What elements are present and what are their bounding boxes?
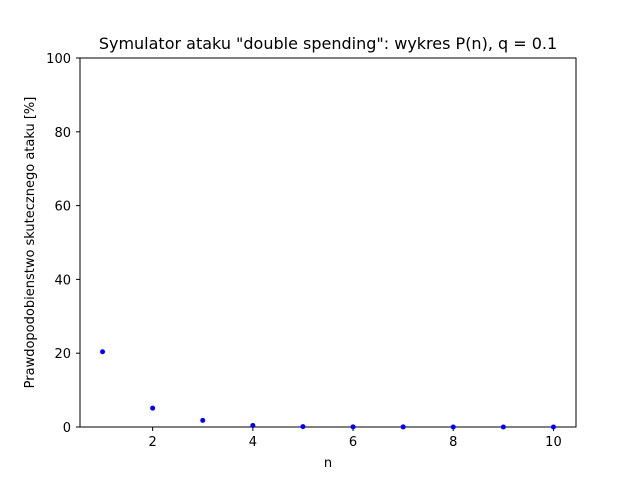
x-tick-label: 4 bbox=[249, 435, 257, 450]
x-tick-label: 6 bbox=[349, 435, 357, 450]
y-tick-label: 60 bbox=[54, 200, 71, 215]
y-tick-label: 100 bbox=[46, 52, 71, 67]
x-axis: 2 4 6 8 10 bbox=[149, 427, 562, 450]
data-point bbox=[250, 423, 256, 429]
data-point bbox=[400, 424, 406, 430]
x-tick-label: 2 bbox=[149, 435, 157, 450]
y-axis-label: Prawdopodobienstwo skutecznego ataku [%] bbox=[23, 97, 38, 389]
y-tick-label: 0 bbox=[63, 421, 71, 436]
y-tick-label: 40 bbox=[54, 273, 71, 288]
x-tick-label: 10 bbox=[545, 435, 562, 450]
y-axis: 0 20 40 60 80 100 bbox=[46, 52, 80, 436]
plot-area bbox=[79, 57, 577, 428]
chart-title: Symulator ataku "double spending": wykre… bbox=[99, 34, 557, 53]
data-point bbox=[350, 424, 356, 430]
x-axis-label: n bbox=[324, 456, 332, 471]
data-point bbox=[100, 349, 106, 355]
data-point bbox=[150, 405, 156, 411]
data-points bbox=[100, 349, 556, 430]
data-point bbox=[300, 424, 306, 430]
data-point bbox=[550, 424, 556, 430]
y-tick-label: 80 bbox=[54, 126, 71, 141]
data-point bbox=[500, 424, 506, 430]
x-tick-label: 8 bbox=[449, 435, 457, 450]
data-point bbox=[450, 424, 456, 430]
data-point bbox=[200, 417, 206, 423]
y-tick-label: 20 bbox=[54, 347, 71, 362]
